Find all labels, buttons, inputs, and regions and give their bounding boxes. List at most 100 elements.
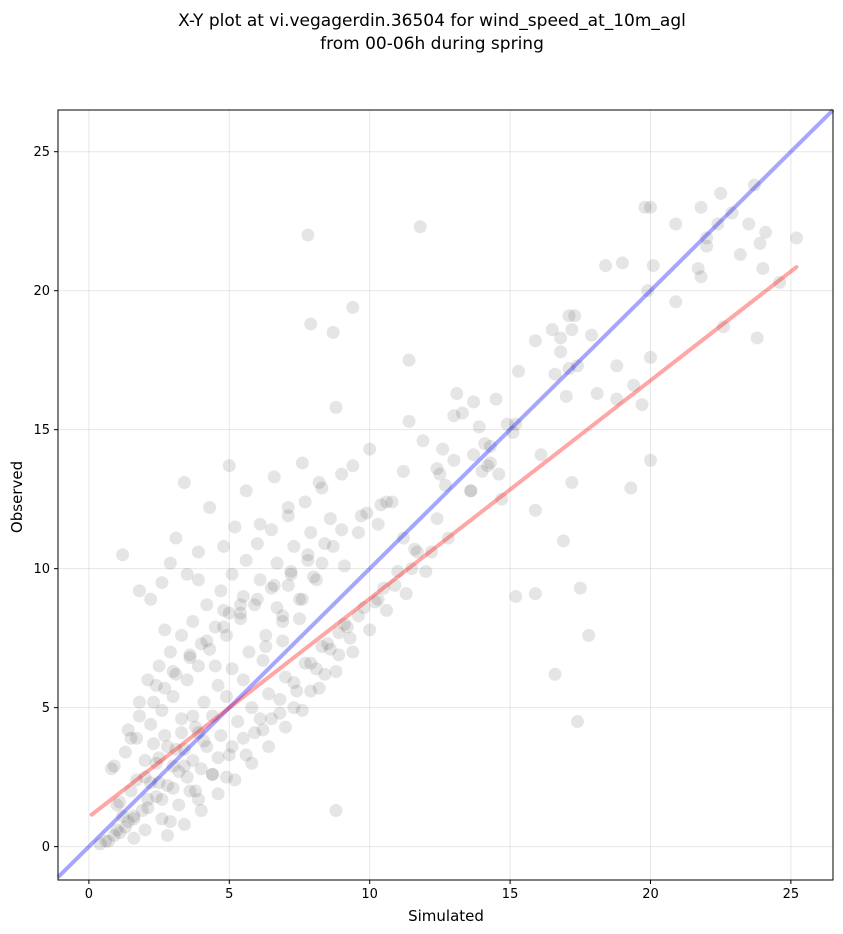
- data-point: [248, 726, 262, 740]
- data-point: [439, 478, 452, 492]
- data-point: [750, 331, 764, 345]
- data-point: [610, 359, 624, 373]
- data-point: [264, 523, 278, 537]
- data-point: [467, 395, 481, 409]
- data-point: [169, 531, 183, 545]
- data-point: [346, 645, 360, 659]
- data-point: [559, 389, 573, 403]
- data-point: [309, 662, 323, 676]
- data-point: [208, 659, 222, 673]
- data-point: [694, 270, 708, 284]
- data-point: [200, 740, 214, 754]
- data-point: [528, 334, 542, 348]
- data-point: [259, 639, 273, 653]
- data-point: [528, 503, 542, 517]
- data-point: [413, 220, 427, 234]
- data-point: [152, 776, 166, 790]
- data-point: [385, 495, 399, 509]
- data-point: [222, 748, 236, 762]
- data-point: [205, 767, 219, 781]
- data-point: [200, 598, 214, 612]
- data-point: [270, 601, 284, 615]
- data-point: [118, 745, 132, 759]
- data-point: [374, 498, 388, 512]
- data-point: [113, 795, 127, 809]
- data-point: [643, 350, 657, 364]
- data-point: [183, 648, 197, 662]
- data-point: [152, 659, 166, 673]
- data-point: [172, 798, 186, 812]
- data-point: [290, 684, 304, 698]
- data-point: [472, 420, 486, 434]
- data-point: [326, 325, 340, 339]
- plot-frame: [57, 109, 834, 881]
- data-point: [177, 759, 191, 773]
- data-point: [138, 753, 152, 767]
- data-point: [135, 804, 149, 818]
- data-point: [130, 773, 144, 787]
- data-point: [189, 720, 203, 734]
- data-point: [186, 614, 200, 628]
- data-point: [556, 534, 570, 548]
- data-point: [402, 414, 416, 428]
- data-point: [638, 200, 652, 214]
- data-point: [127, 809, 141, 823]
- data-point: [225, 662, 239, 676]
- x-tick-label: 25: [783, 887, 800, 902]
- data-point: [436, 442, 450, 456]
- data-point: [273, 692, 287, 706]
- x-tick-label: 0: [85, 887, 93, 902]
- data-point: [177, 475, 191, 489]
- data-point: [138, 770, 152, 784]
- data-point: [211, 678, 225, 692]
- data-point: [301, 553, 315, 567]
- data-point: [716, 320, 730, 334]
- data-point: [276, 609, 290, 623]
- data-point: [256, 653, 270, 667]
- data-point: [323, 642, 337, 656]
- data-point: [205, 767, 219, 781]
- data-point: [669, 217, 683, 231]
- regression-fit-line: [89, 265, 799, 817]
- data-point: [175, 726, 189, 740]
- data-point: [284, 567, 298, 581]
- data-point: [332, 626, 346, 640]
- data-point: [742, 217, 756, 231]
- data-point: [245, 756, 259, 770]
- data-point: [273, 706, 287, 720]
- data-point: [278, 670, 292, 684]
- data-point: [312, 681, 326, 695]
- data-point: [234, 612, 248, 626]
- data-point: [747, 178, 761, 192]
- data-point: [239, 748, 253, 762]
- data-point: [250, 592, 264, 606]
- data-point: [163, 645, 177, 659]
- data-point: [568, 309, 582, 323]
- chart-title: X-Y plot at vi.vegagerdin.36504 for wind…: [178, 11, 686, 54]
- data-point: [357, 601, 371, 615]
- data-point: [599, 259, 613, 273]
- data-point: [312, 475, 326, 489]
- data-point: [281, 578, 295, 592]
- data-point: [183, 651, 197, 665]
- data-point: [194, 804, 208, 818]
- data-point: [430, 462, 444, 476]
- data-point: [116, 548, 130, 562]
- data-point: [191, 792, 205, 806]
- data-point: [278, 720, 292, 734]
- data-point: [700, 231, 714, 245]
- data-point: [121, 723, 135, 737]
- data-point: [396, 464, 410, 478]
- data-point: [203, 642, 217, 656]
- x-axis-ticks: 0 5 10 15 20 25: [85, 880, 799, 902]
- data-point: [217, 620, 231, 634]
- data-point: [124, 731, 138, 745]
- y-tick-label: 20: [33, 284, 50, 299]
- data-point: [144, 776, 158, 790]
- data-point: [512, 364, 526, 378]
- data-point: [554, 331, 568, 345]
- data-point: [146, 737, 160, 751]
- data-point: [295, 456, 309, 470]
- data-point: [304, 526, 318, 540]
